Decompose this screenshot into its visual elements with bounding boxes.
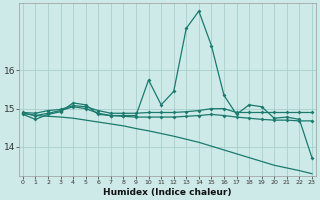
- X-axis label: Humidex (Indice chaleur): Humidex (Indice chaleur): [103, 188, 232, 197]
